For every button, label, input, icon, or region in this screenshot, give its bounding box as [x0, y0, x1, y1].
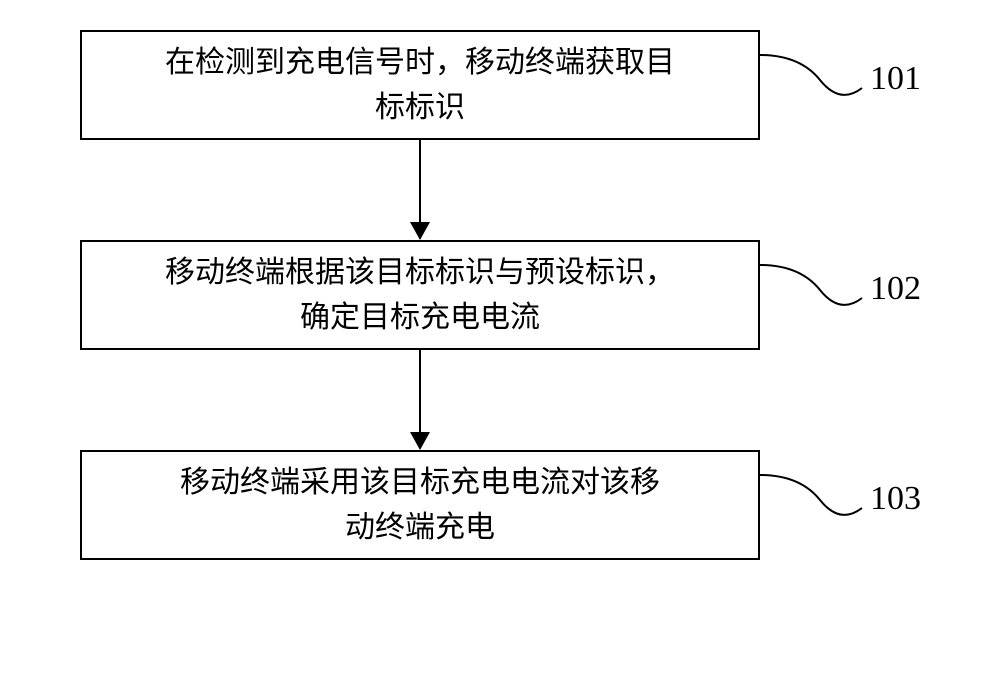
- label-connector-3: [0, 0, 1000, 680]
